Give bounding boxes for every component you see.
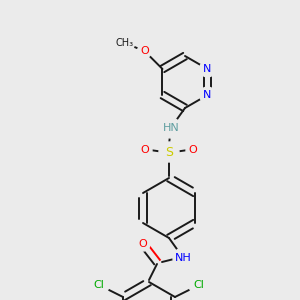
Text: O: O bbox=[189, 145, 197, 155]
Circle shape bbox=[136, 237, 150, 251]
Text: N: N bbox=[203, 90, 212, 100]
Text: HN: HN bbox=[163, 123, 179, 133]
Text: Cl: Cl bbox=[94, 280, 104, 290]
Circle shape bbox=[137, 44, 152, 58]
Circle shape bbox=[189, 275, 209, 295]
Circle shape bbox=[200, 87, 215, 103]
Text: O: O bbox=[141, 145, 149, 155]
Circle shape bbox=[173, 248, 193, 268]
Text: Cl: Cl bbox=[194, 280, 204, 290]
Text: N: N bbox=[203, 64, 212, 74]
Text: O: O bbox=[140, 46, 149, 56]
Text: CH₃: CH₃ bbox=[116, 38, 134, 48]
Text: NH: NH bbox=[175, 253, 191, 263]
Circle shape bbox=[161, 118, 181, 138]
Circle shape bbox=[159, 142, 179, 162]
Text: O: O bbox=[139, 239, 147, 249]
Circle shape bbox=[186, 143, 200, 157]
Circle shape bbox=[115, 33, 134, 53]
Circle shape bbox=[200, 61, 215, 77]
Text: S: S bbox=[165, 146, 173, 158]
Circle shape bbox=[89, 275, 109, 295]
Circle shape bbox=[138, 143, 152, 157]
